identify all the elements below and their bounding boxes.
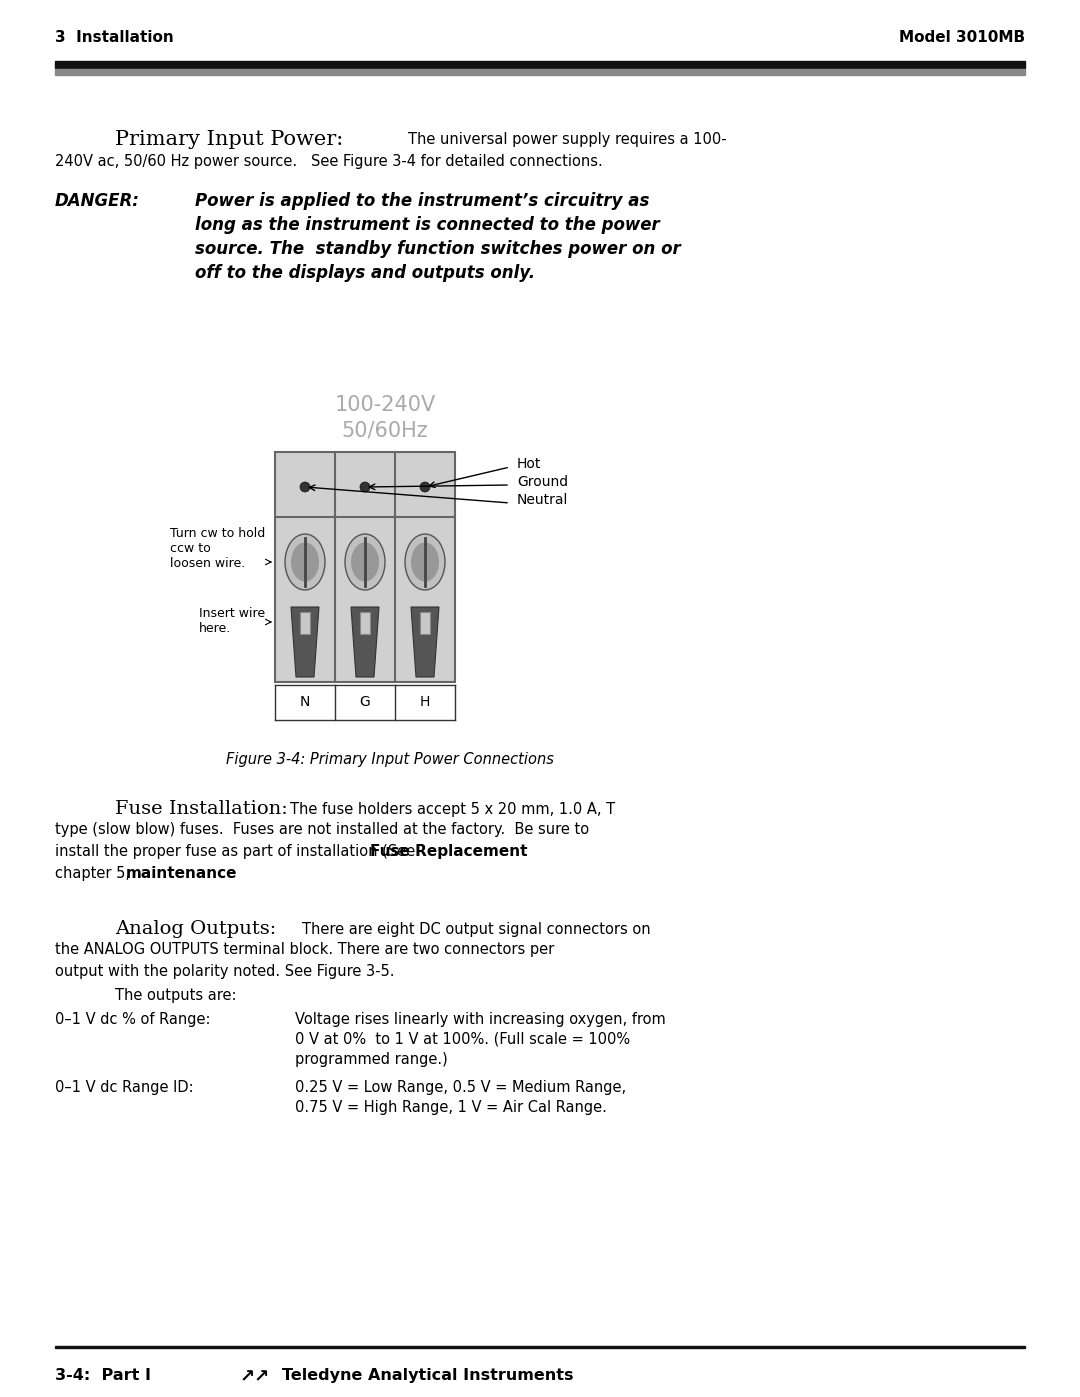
Text: 3-4:  Part I: 3-4: Part I bbox=[55, 1368, 151, 1383]
Text: 0.75 V = High Range, 1 V = Air Cal Range.: 0.75 V = High Range, 1 V = Air Cal Range… bbox=[295, 1099, 607, 1115]
Text: install the proper fuse as part of installation (See: install the proper fuse as part of insta… bbox=[55, 844, 420, 859]
Text: Neutral: Neutral bbox=[517, 493, 568, 507]
Text: chapter 5,: chapter 5, bbox=[55, 866, 135, 882]
Ellipse shape bbox=[291, 542, 319, 581]
Text: The outputs are:: The outputs are: bbox=[114, 988, 237, 1003]
Text: DANGER:: DANGER: bbox=[55, 191, 140, 210]
Text: Teledyne Analytical Instruments: Teledyne Analytical Instruments bbox=[282, 1368, 573, 1383]
Text: Hot: Hot bbox=[517, 457, 541, 471]
Text: Fuse Installation:: Fuse Installation: bbox=[114, 800, 287, 819]
Text: maintenance: maintenance bbox=[126, 866, 238, 882]
Ellipse shape bbox=[351, 542, 379, 581]
Text: 3  Installation: 3 Installation bbox=[55, 29, 174, 45]
Text: programmed range.): programmed range.) bbox=[295, 1052, 448, 1067]
Polygon shape bbox=[291, 608, 319, 678]
Circle shape bbox=[420, 482, 430, 492]
Text: Voltage rises linearly with increasing oxygen, from: Voltage rises linearly with increasing o… bbox=[295, 1011, 665, 1027]
Text: 0–1 V dc % of Range:: 0–1 V dc % of Range: bbox=[55, 1011, 211, 1027]
Text: Turn cw to hold
ccw to
loosen wire.: Turn cw to hold ccw to loosen wire. bbox=[170, 527, 265, 570]
Bar bbox=[55, 68, 1025, 75]
Polygon shape bbox=[351, 608, 379, 678]
Text: 50/60Hz: 50/60Hz bbox=[341, 420, 429, 440]
Text: 0 V at 0%  to 1 V at 100%. (Full scale = 100%: 0 V at 0% to 1 V at 100%. (Full scale = … bbox=[295, 1032, 630, 1046]
Text: 100-240V: 100-240V bbox=[335, 395, 435, 415]
Ellipse shape bbox=[285, 534, 325, 590]
Text: 0.25 V = Low Range, 0.5 V = Medium Range,: 0.25 V = Low Range, 0.5 V = Medium Range… bbox=[295, 1080, 626, 1095]
Text: source. The  standby function switches power on or: source. The standby function switches po… bbox=[195, 240, 680, 258]
Text: output with the polarity noted. See Figure 3-5.: output with the polarity noted. See Figu… bbox=[55, 964, 394, 979]
Text: The universal power supply requires a 100-: The universal power supply requires a 10… bbox=[408, 131, 727, 147]
Circle shape bbox=[360, 482, 370, 492]
Text: H: H bbox=[420, 694, 430, 710]
Text: Analog Outputs:: Analog Outputs: bbox=[114, 921, 276, 937]
Bar bbox=[360, 612, 370, 634]
Bar bbox=[55, 61, 1025, 68]
Text: Fuse Replacement: Fuse Replacement bbox=[370, 844, 527, 859]
Text: Ground: Ground bbox=[517, 475, 568, 489]
Bar bbox=[55, 1345, 1025, 1348]
Text: ↗↗: ↗↗ bbox=[240, 1368, 270, 1386]
Text: the ANALOG OUTPUTS terminal block. There are two connectors per: the ANALOG OUTPUTS terminal block. There… bbox=[55, 942, 554, 957]
Circle shape bbox=[300, 482, 310, 492]
Text: type (slow blow) fuses.  Fuses are not installed at the factory.  Be sure to: type (slow blow) fuses. Fuses are not in… bbox=[55, 821, 589, 837]
Text: N: N bbox=[300, 694, 310, 710]
Text: 240V ac, 50/60 Hz power source.   See Figure 3-4 for detailed connections.: 240V ac, 50/60 Hz power source. See Figu… bbox=[55, 154, 603, 169]
Polygon shape bbox=[411, 608, 438, 678]
Text: Insert wire
here.: Insert wire here. bbox=[199, 608, 265, 636]
Ellipse shape bbox=[411, 542, 438, 581]
Text: G: G bbox=[360, 694, 370, 710]
Bar bbox=[420, 612, 430, 634]
Text: 0–1 V dc Range ID:: 0–1 V dc Range ID: bbox=[55, 1080, 193, 1095]
Text: The fuse holders accept 5 x 20 mm, 1.0 A, T: The fuse holders accept 5 x 20 mm, 1.0 A… bbox=[291, 802, 616, 817]
Bar bbox=[300, 612, 310, 634]
Ellipse shape bbox=[405, 534, 445, 590]
Text: Power is applied to the instrument’s circuitry as: Power is applied to the instrument’s cir… bbox=[195, 191, 649, 210]
Text: Primary Input Power:: Primary Input Power: bbox=[114, 130, 343, 149]
Text: Model 3010MB: Model 3010MB bbox=[899, 29, 1025, 45]
Text: Figure 3-4: Primary Input Power Connections: Figure 3-4: Primary Input Power Connecti… bbox=[226, 752, 554, 767]
Text: off to the displays and outputs only.: off to the displays and outputs only. bbox=[195, 264, 535, 282]
Text: There are eight DC output signal connectors on: There are eight DC output signal connect… bbox=[302, 922, 650, 937]
Bar bbox=[275, 453, 455, 682]
Ellipse shape bbox=[345, 534, 384, 590]
Text: long as the instrument is connected to the power: long as the instrument is connected to t… bbox=[195, 217, 660, 235]
